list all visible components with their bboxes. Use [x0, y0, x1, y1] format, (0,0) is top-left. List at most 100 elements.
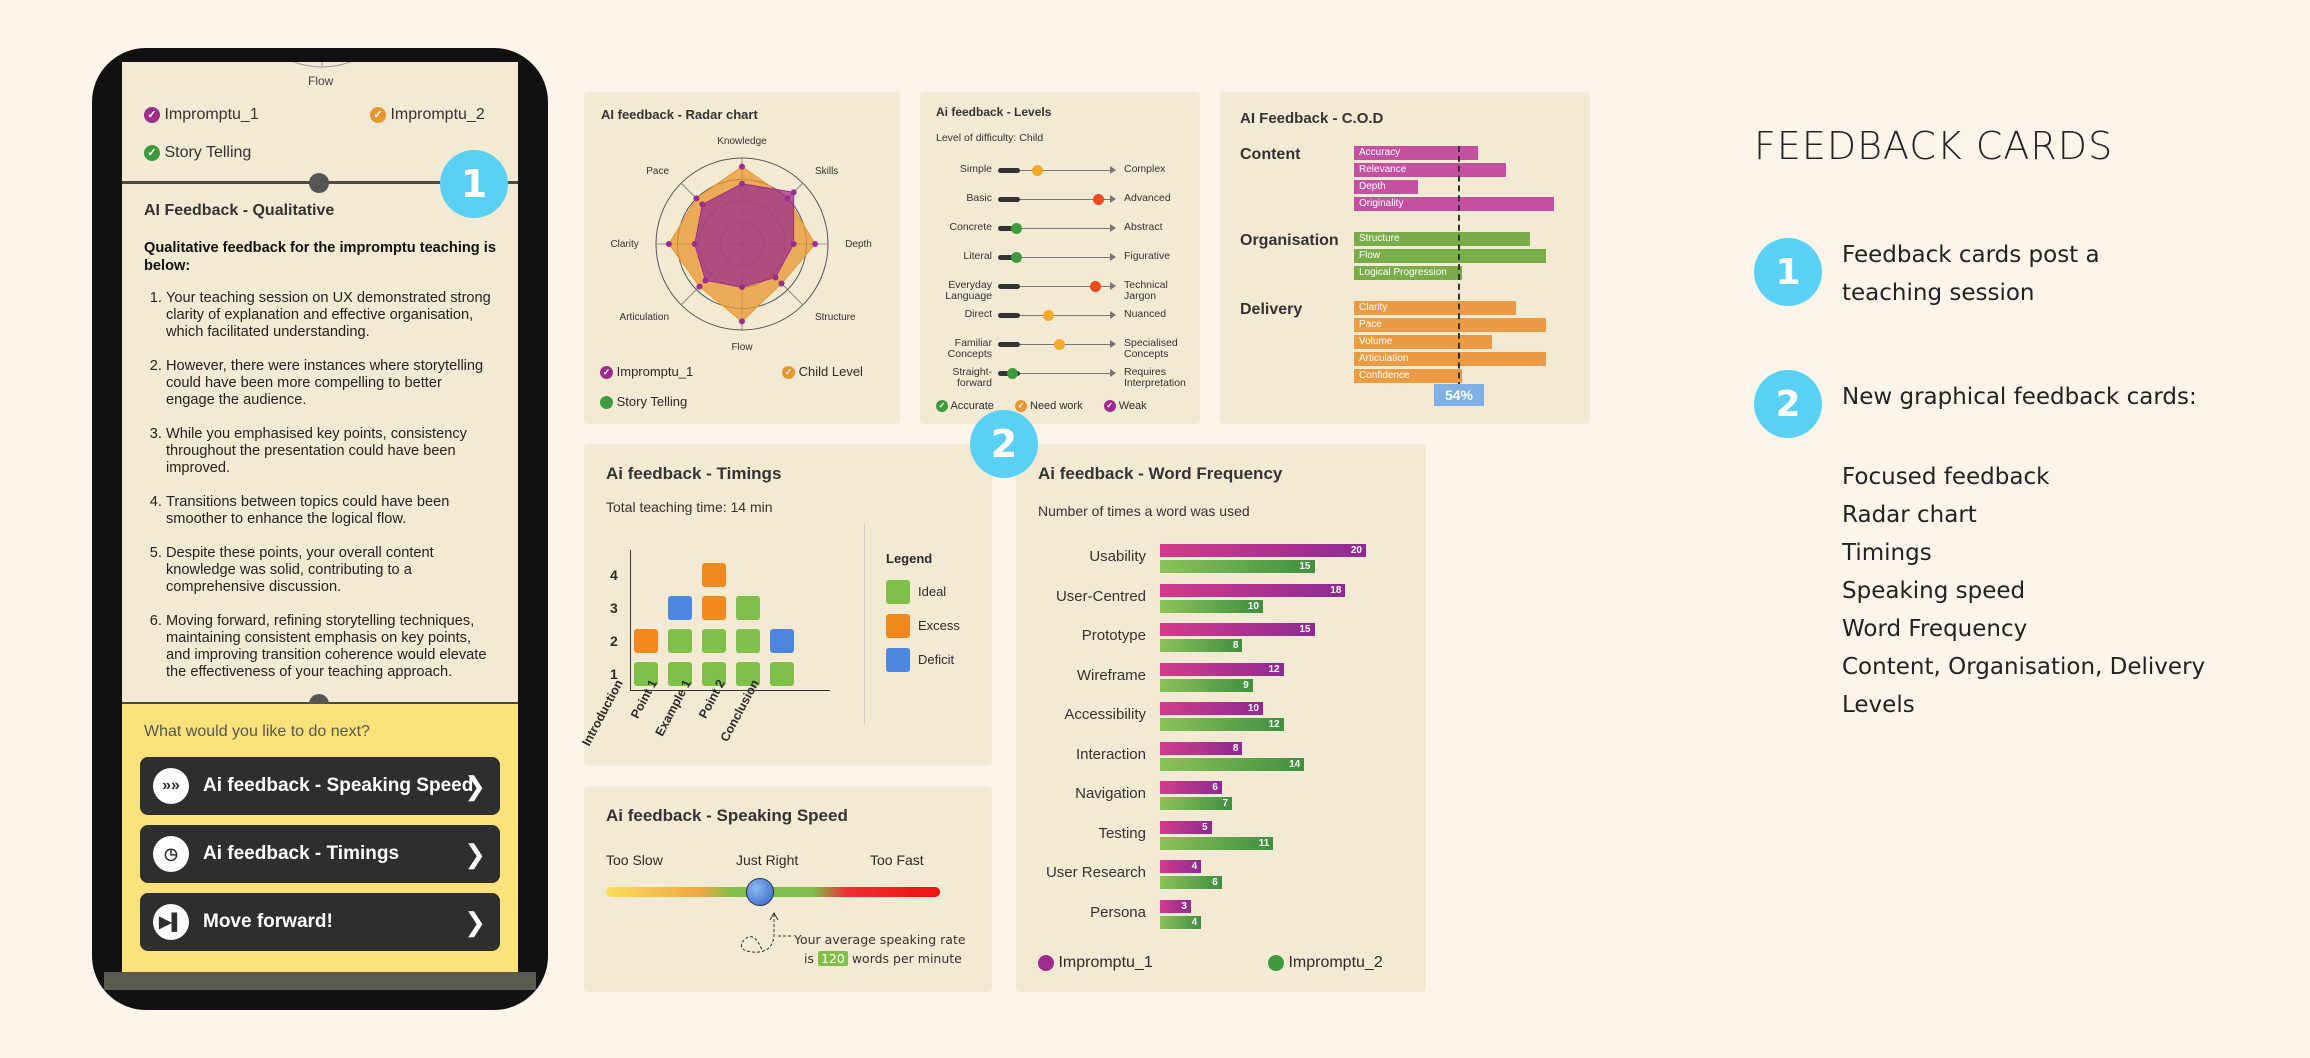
levels-subtitle: Level of difficulty: Child — [936, 132, 1044, 144]
wf-bar-impromptu-2: 14 — [1160, 757, 1305, 771]
legend-label: Story Telling — [616, 394, 688, 409]
wf-bar-impromptu-2: 15 — [1160, 560, 1315, 573]
legend-label: Impromptu_1 — [1058, 954, 1153, 971]
chevron-right-icon: ❯ — [464, 770, 486, 801]
notes-list-item: Content, Organisation, Delivery — [1842, 654, 2206, 680]
legend-label: Impromptu_2 — [390, 106, 485, 123]
speed-indicator — [745, 878, 774, 906]
radar-axis-label: Depth — [845, 239, 872, 250]
level-left-label: Familiar Concepts — [947, 337, 992, 360]
qual-item: Transitions between topics could have be… — [166, 494, 494, 528]
level-track-start — [998, 168, 1020, 173]
notes-list-item: Levels — [1842, 692, 1915, 718]
qual-item: Despite these points, your overall conte… — [166, 545, 494, 596]
timings-block-ideal — [668, 629, 692, 653]
wf-word-label: Accessibility — [1064, 706, 1146, 723]
level-arrow-icon — [1110, 253, 1116, 261]
level-right-label: Nuanced — [1124, 308, 1167, 320]
radar-axis-label: Structure — [815, 312, 856, 323]
cod-group-label: Content — [1240, 146, 1301, 163]
cod-bar: Structure — [1354, 232, 1530, 246]
legend-swatch — [886, 614, 910, 638]
timings-y-axis — [630, 550, 631, 690]
speed-note-line1: Your average speaking rate — [794, 932, 966, 947]
chevron-right-icon: ❯ — [464, 906, 486, 937]
legend-label: Excess — [918, 618, 960, 633]
speed-label-slow: Too Slow — [606, 852, 663, 868]
level-arrow-icon — [1110, 224, 1116, 232]
notes-item-2: New graphical feedback cards: — [1842, 384, 2197, 410]
timings-button[interactable]: ◷ Ai feedback - Timings ❯ — [140, 825, 500, 883]
badge-2: 2 — [970, 410, 1038, 478]
check-icon: ✓ — [782, 366, 795, 380]
button-label: Move forward! — [203, 911, 333, 932]
cod-bar: Volume — [1354, 335, 1492, 349]
legend-label: Weak — [1118, 400, 1147, 412]
button-label: Ai feedback - Speaking Speed — [203, 775, 474, 796]
cod-bar: Flow — [1354, 249, 1546, 263]
chevron-right-icon: ❯ — [464, 838, 486, 869]
timings-block-excess — [634, 629, 658, 653]
radar-axis-label: Flow — [731, 342, 753, 353]
wf-bar-impromptu-1: 12 — [1160, 662, 1284, 676]
level-track — [998, 228, 1114, 229]
check-icon — [600, 396, 613, 410]
level-left-label: Simple — [959, 163, 992, 175]
levels-card: Ai feedback - Levels Level of difficulty… — [920, 92, 1200, 424]
wordfreq-card: Ai feedback - Word Frequency Number of t… — [1016, 444, 1426, 992]
move-forward-button[interactable]: ▶▌ Move forward! ❯ — [140, 893, 500, 951]
wf-word-label: User-Centred — [1055, 587, 1146, 605]
fast-forward-icon: »» — [153, 768, 189, 804]
legend-impromptu-2: ✓ Impromptu_2 — [370, 106, 485, 124]
check-icon: ✓ — [1014, 400, 1027, 413]
timings-y-tick: 3 — [610, 600, 618, 616]
qual-item: Moving forward, refining storytelling te… — [166, 613, 494, 681]
timings-block-deficit — [668, 596, 692, 620]
legend-story-telling: ✓ Story Telling — [144, 144, 251, 162]
qual-intro: Qualitative feedback for the impromptu t… — [144, 240, 496, 274]
notes-item-1: Feedback cards post a teaching session — [1842, 242, 2100, 306]
clock-icon: ◷ — [153, 836, 189, 872]
phone-bottom-bezel — [104, 972, 536, 990]
wf-bar-impromptu-1: 4 — [1160, 860, 1202, 873]
wf-bar-impromptu-2: 4 — [1160, 915, 1202, 929]
radar-point — [812, 241, 819, 247]
speed-label-fast: Too Fast — [870, 852, 924, 868]
notes-badge-2: 2 — [1754, 370, 1822, 438]
level-left-label: Direct — [964, 308, 992, 320]
legend-swatch — [886, 580, 910, 604]
radar-point — [790, 241, 797, 247]
timings-y-tick: 4 — [610, 567, 618, 583]
level-track-start — [998, 255, 1020, 260]
notes-heading: FEEDBACK CARDS — [1754, 124, 2114, 168]
radar-point — [739, 180, 745, 187]
wf-legend-1: Impromptu_1 — [1038, 954, 1153, 972]
radar-point — [691, 241, 698, 247]
wf-legend-2: Impromptu_2 — [1268, 954, 1383, 972]
notes-list-item: Focused feedback — [1842, 464, 2050, 490]
wf-bar-impromptu-2: 12 — [1160, 718, 1284, 731]
wf-bar-impromptu-1: 10 — [1160, 702, 1263, 715]
drag-handle[interactable] — [309, 173, 329, 193]
speaking-speed-button[interactable]: »» Ai feedback - Speaking Speed ❯ — [140, 757, 500, 815]
levels-title: Ai feedback - Levels — [936, 105, 1052, 119]
notes-list-item: Speaking speed — [1842, 578, 2026, 604]
cod-bar: Confidence — [1354, 369, 1462, 383]
level-arrow-icon — [1110, 340, 1116, 348]
timings-block-excess — [702, 596, 726, 620]
radar-point — [772, 274, 779, 281]
radar-legend-2: ✓ Child Level — [782, 364, 863, 380]
cod-marker: 54% — [1434, 384, 1484, 406]
wpm-value: 120 — [817, 951, 848, 966]
cod-group-label: Organisation — [1240, 232, 1339, 249]
speed-note-line2: is 120 words per minute — [804, 951, 962, 966]
speed-note-arrow — [740, 911, 792, 953]
radar-point — [665, 241, 672, 247]
level-arrow-icon — [1110, 282, 1116, 290]
flow-label: Flow — [308, 74, 334, 88]
timings-block-excess — [702, 563, 726, 587]
level-track — [998, 315, 1114, 316]
cod-card: AI Feedback - C.O.D Content Accuracy Relev… — [1220, 92, 1590, 424]
radar-axis-label: Knowledge — [717, 136, 767, 147]
speed-card: Ai feedback - Speaking Speed Too Slow Ju… — [584, 786, 992, 992]
